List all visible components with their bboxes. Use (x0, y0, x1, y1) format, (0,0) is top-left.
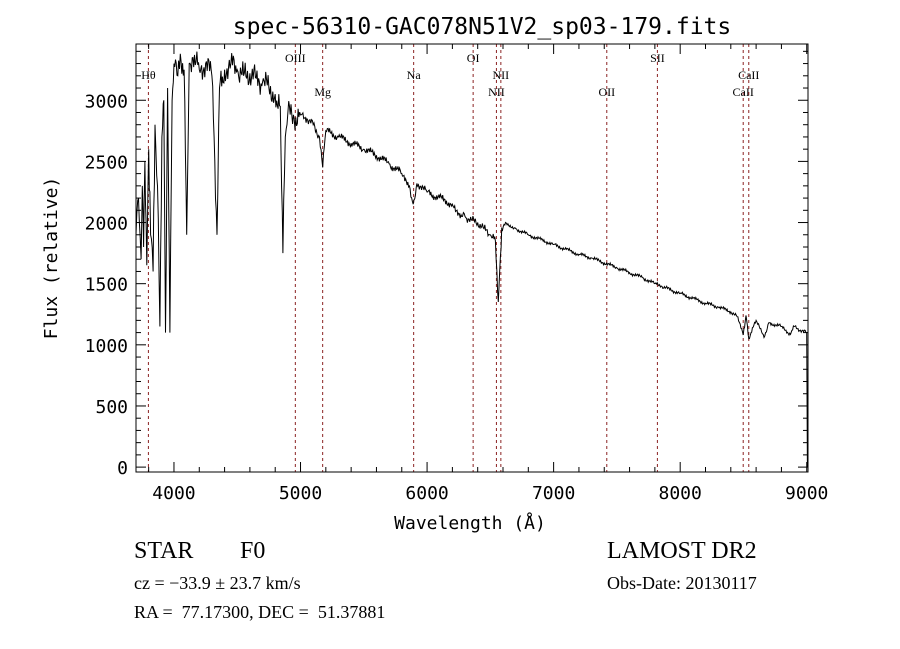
object-class: STAR (134, 538, 194, 564)
redshift-cz: cz = −33.9 ± 23.7 km/s (134, 573, 301, 593)
x-tick-label: 9000 (785, 483, 828, 504)
x-tick-label: 5000 (279, 483, 322, 504)
y-axis-label: Flux (relative) (41, 177, 62, 340)
line-label: CaII (738, 68, 759, 82)
x-axis-label: Wavelength (Å) (394, 512, 546, 534)
line-label: OIII (285, 51, 306, 65)
x-tick-label: 4000 (152, 483, 195, 504)
survey-name: LAMOST DR2 (607, 538, 757, 564)
coordinates: RA = 77.17300, DEC = 51.37881 (134, 602, 386, 622)
x-tick-label: 6000 (405, 483, 448, 504)
object-subclass: F0 (240, 538, 266, 564)
line-label: Na (407, 68, 422, 82)
obs-date: Obs-Date: 20130117 (607, 573, 757, 593)
y-tick-label: 0 (117, 458, 128, 479)
x-tick-label: 8000 (659, 483, 702, 504)
y-tick-label: 2500 (85, 152, 128, 173)
line-label: Mg (314, 85, 331, 99)
y-tick-label: 2000 (85, 214, 128, 235)
axis-ticks: 4000 5000 6000 7000 8000 9000 0 500 1000 1500 2000… (85, 44, 828, 504)
line-label: NII (488, 85, 505, 99)
y-tick-label: 500 (95, 397, 128, 418)
y-tick-label: 1000 (85, 336, 128, 357)
line-label: OII (598, 85, 615, 99)
y-tick-label: 3000 (85, 91, 128, 112)
emission-line-markers: Hθ OIII Mg Na OI NII NII OII SII CaII CaII (141, 44, 759, 472)
line-label: SII (650, 51, 665, 65)
line-label: CaII (733, 85, 754, 99)
chart-title: spec-56310-GAC078N51V2_sp03-179.fits (233, 14, 732, 40)
line-label: NII (493, 68, 510, 82)
y-tick-label: 1500 (85, 275, 128, 296)
spectrum-line (135, 51, 808, 468)
line-label: Hθ (141, 68, 156, 82)
x-tick-label: 7000 (532, 483, 575, 504)
plot-frame (135, 43, 809, 473)
line-label: OI (467, 51, 480, 65)
